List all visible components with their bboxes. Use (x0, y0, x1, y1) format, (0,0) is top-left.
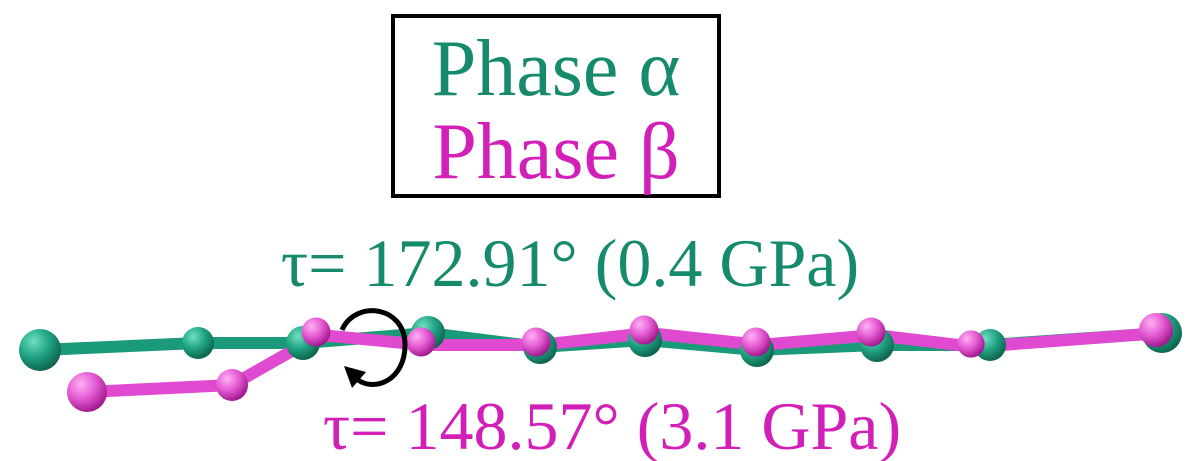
atom (216, 369, 248, 401)
legend-label: Phase α (432, 25, 681, 113)
atom (522, 328, 551, 357)
atom (742, 328, 771, 357)
annotation: τ= 148.57° (3.1 GPa) (323, 388, 901, 461)
atom (957, 330, 984, 357)
atom (67, 372, 107, 412)
legend-label: Phase β (432, 108, 679, 196)
atom (407, 328, 436, 357)
atom (182, 327, 214, 359)
page: Phase α Phase β τ= 172.91° (0.4 GPa) τ= … (0, 0, 1188, 461)
molecule-diagram: Phase α Phase β τ= 172.91° (0.4 GPa) τ= … (0, 0, 1188, 461)
atom (302, 318, 331, 347)
atom (19, 329, 61, 371)
atom (630, 316, 659, 345)
atom (857, 318, 886, 347)
annotation: τ= 172.91° (0.4 GPa) (281, 225, 859, 301)
atom (1139, 313, 1173, 347)
